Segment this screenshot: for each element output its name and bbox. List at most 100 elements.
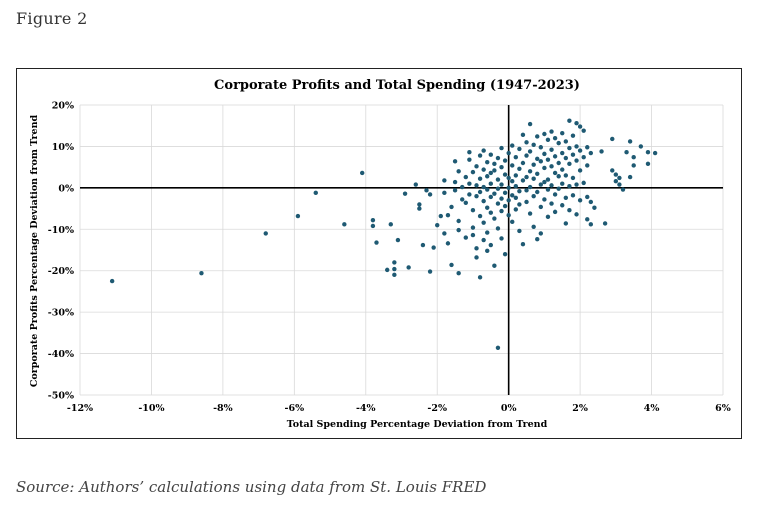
axes <box>80 105 723 395</box>
data-point-92 <box>495 226 501 231</box>
data-point-87 <box>492 263 497 268</box>
data-point-141 <box>531 176 536 181</box>
data-point-5 <box>342 222 347 227</box>
data-point-219 <box>610 136 615 142</box>
data-point-177 <box>556 186 561 191</box>
points <box>109 118 658 350</box>
data-point-112 <box>510 179 515 184</box>
y-tick-label-1: 10% <box>52 142 74 153</box>
data-point-42 <box>460 184 465 190</box>
data-point-65 <box>481 148 486 153</box>
data-point-9 <box>374 240 379 245</box>
data-point-71 <box>485 159 490 165</box>
data-point-169 <box>552 135 558 141</box>
data-point-41 <box>456 271 461 276</box>
y-tick-label-7: -50% <box>48 391 74 402</box>
data-point-40 <box>456 227 461 233</box>
data-point-233 <box>645 161 651 167</box>
data-point-3 <box>295 213 301 219</box>
data-point-192 <box>567 208 572 213</box>
data-point-105 <box>506 150 511 156</box>
data-point-226 <box>624 150 629 155</box>
data-point-231 <box>638 144 644 149</box>
data-point-191 <box>567 184 572 189</box>
data-point-194 <box>570 152 576 157</box>
data-point-148 <box>535 237 540 242</box>
scatter-chart: -12% -10% -8% -6% -4% -2% 0% 2% 4% 6% 20% 10% 0% -10%… <box>29 78 731 430</box>
data-point-188 <box>567 118 572 123</box>
data-point-128 <box>520 242 526 247</box>
data-point-214 <box>588 199 594 205</box>
data-point-127 <box>520 178 526 183</box>
data-point-153 <box>538 231 544 236</box>
data-point-134 <box>527 121 533 127</box>
data-point-95 <box>499 164 504 170</box>
data-point-162 <box>545 187 551 192</box>
data-point-104 <box>502 251 508 257</box>
data-point-232 <box>645 150 651 155</box>
data-point-46 <box>463 235 468 240</box>
data-point-142 <box>531 193 536 199</box>
data-point-140 <box>531 162 536 167</box>
x-tick-label-5: -2% <box>427 403 447 414</box>
data-point-99 <box>499 236 504 241</box>
y-tick-label-5: -30% <box>48 308 74 319</box>
data-point-4 <box>313 190 318 196</box>
data-point-102 <box>502 190 508 196</box>
y-tick-label-3: -10% <box>48 225 74 236</box>
data-point-170 <box>552 154 558 159</box>
data-point-43 <box>460 197 465 202</box>
chart-title: Corporate Profits and Total Spending (19… <box>214 78 580 93</box>
data-point-209 <box>585 145 590 150</box>
data-point-54 <box>470 232 476 238</box>
x-tick-label-7: 2% <box>572 403 588 414</box>
data-point-223 <box>617 175 622 181</box>
data-point-129 <box>524 140 529 145</box>
data-point-73 <box>485 187 490 192</box>
data-point-225 <box>620 187 626 192</box>
data-point-14 <box>392 272 397 278</box>
y-tick-label-6: -40% <box>48 349 74 360</box>
data-point-0 <box>109 278 115 284</box>
data-point-60 <box>477 153 483 158</box>
x-tick-label-0: -12% <box>67 403 93 414</box>
data-point-156 <box>542 165 547 171</box>
data-point-101 <box>502 172 508 177</box>
data-point-81 <box>488 210 494 215</box>
data-point-70 <box>481 237 486 243</box>
data-point-96 <box>499 182 504 187</box>
data-point-45 <box>463 200 468 205</box>
data-point-37 <box>452 188 458 193</box>
data-point-58 <box>474 246 479 251</box>
data-point-76 <box>485 248 490 254</box>
data-point-36 <box>452 179 458 185</box>
data-point-163 <box>545 214 551 220</box>
data-point-118 <box>513 195 519 200</box>
data-point-86 <box>492 216 497 221</box>
data-point-145 <box>535 156 540 162</box>
data-point-119 <box>513 207 519 212</box>
data-point-215 <box>588 222 594 227</box>
data-point-229 <box>631 163 636 168</box>
data-point-218 <box>602 221 608 226</box>
data-point-57 <box>474 193 479 199</box>
data-point-66 <box>481 167 486 172</box>
data-point-151 <box>538 182 544 187</box>
data-point-172 <box>552 192 558 197</box>
data-point-20 <box>417 206 422 211</box>
data-point-113 <box>510 193 515 198</box>
data-point-69 <box>481 220 486 225</box>
data-point-59 <box>474 255 479 260</box>
data-point-111 <box>510 163 515 168</box>
data-point-193 <box>570 133 576 138</box>
data-point-135 <box>527 149 533 154</box>
data-point-234 <box>652 150 658 156</box>
data-point-208 <box>581 180 586 186</box>
data-point-186 <box>563 195 569 200</box>
data-point-147 <box>535 189 540 195</box>
data-point-11 <box>385 267 390 273</box>
data-point-222 <box>613 179 619 184</box>
data-point-29 <box>442 190 447 196</box>
data-point-176 <box>556 174 561 179</box>
data-point-83 <box>492 161 497 167</box>
